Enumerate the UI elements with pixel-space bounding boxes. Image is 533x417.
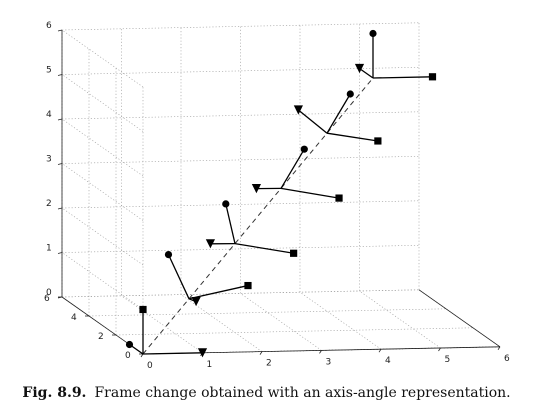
z-tick-mark — [57, 296, 63, 299]
z-tick-mark — [57, 74, 63, 76]
frame-y-arm — [326, 93, 351, 134]
z-tick-label: 0 — [46, 288, 52, 298]
x-tick-label: 4 — [385, 356, 391, 366]
frame-z-arm — [326, 132, 378, 142]
x-tick-mark — [378, 348, 382, 353]
z-end-square-marker — [139, 305, 147, 314]
z-end-square-marker — [290, 249, 298, 257]
z-end-square-marker — [335, 194, 343, 202]
y-end-circle-marker — [369, 29, 377, 38]
grid-line — [359, 290, 441, 349]
z-tick-mark — [57, 29, 63, 32]
x-tick-mark — [319, 350, 322, 354]
figure-caption: Fig. 8.9. Frame change obtained with an … — [0, 378, 533, 408]
frame-x-arm — [297, 109, 328, 134]
z-tick-mark — [57, 207, 63, 210]
z-tick-label: 4 — [46, 110, 52, 120]
z-tick-label: 5 — [46, 66, 52, 76]
z-tick-label: 1 — [46, 244, 52, 254]
z-end-square-marker — [428, 73, 437, 81]
frame-z-arm — [234, 242, 294, 254]
x-tick-mark — [259, 351, 263, 355]
z-end-square-marker — [374, 137, 382, 145]
z-tick-mark — [57, 252, 63, 254]
frame-z-arm — [372, 76, 433, 79]
grid-line — [240, 293, 322, 351]
y-tick-label: 4 — [71, 313, 77, 323]
x-tick-mark — [438, 347, 441, 352]
x-end-triangle-marker — [205, 239, 216, 249]
grid-line — [61, 29, 144, 88]
grid-line — [61, 118, 144, 177]
box-edge — [418, 289, 501, 348]
z-tick-label: 2 — [46, 199, 52, 209]
rotation-axis-line — [142, 77, 374, 355]
x-end-triangle-marker — [354, 63, 365, 74]
grid-line — [61, 111, 420, 120]
grid-line — [299, 291, 382, 350]
y-end-circle-marker — [222, 200, 230, 208]
x-end-triangle-marker — [197, 348, 208, 358]
y-tick-label: 6 — [44, 294, 50, 304]
frame-y-arm — [225, 203, 236, 244]
z-tick-label: 6 — [46, 21, 52, 31]
frames-layer — [125, 29, 437, 358]
y-end-circle-marker — [300, 145, 308, 153]
y-tick-label: 0 — [125, 351, 131, 361]
x-end-triangle-marker — [293, 105, 303, 115]
grid-line — [61, 163, 144, 221]
frame-x-arm — [142, 352, 203, 355]
z-tick-label: 3 — [46, 155, 52, 165]
grid-line — [61, 207, 144, 266]
grid-line — [180, 294, 263, 352]
x-end-triangle-marker — [191, 296, 201, 307]
x-tick-label: 1 — [207, 360, 213, 370]
caption-label: Fig. 8.9. — [22, 385, 87, 401]
z-tick-mark — [57, 118, 63, 121]
x-tick-label: 3 — [326, 357, 332, 367]
x-end-triangle-marker — [251, 184, 262, 194]
y-end-circle-marker — [125, 340, 134, 349]
frame-y-arm — [167, 254, 190, 300]
frame-x-arm — [359, 67, 374, 79]
z-tick-mark — [57, 163, 63, 165]
x-tick-label: 5 — [445, 355, 451, 365]
grid-line — [121, 295, 203, 354]
frame-z-arm — [188, 284, 249, 300]
grid-line — [61, 252, 144, 310]
frame-z-arm — [280, 187, 340, 199]
grid-line — [61, 22, 420, 31]
x-tick-label: 2 — [266, 359, 272, 369]
y-end-circle-marker — [346, 90, 354, 98]
y-tick-label: 2 — [98, 332, 104, 342]
caption-text: Frame change obtained with an axis-angle… — [94, 385, 511, 401]
grid-line — [61, 74, 144, 132]
x-tick-mark — [140, 353, 144, 358]
frame-y-arm — [280, 148, 305, 189]
x-tick-label: 6 — [504, 354, 510, 364]
x-tick-label: 0 — [147, 361, 153, 371]
x-tick-mark — [497, 346, 501, 351]
grid-line — [61, 156, 420, 164]
z-end-square-marker — [244, 281, 252, 290]
y-end-circle-marker — [164, 251, 173, 259]
